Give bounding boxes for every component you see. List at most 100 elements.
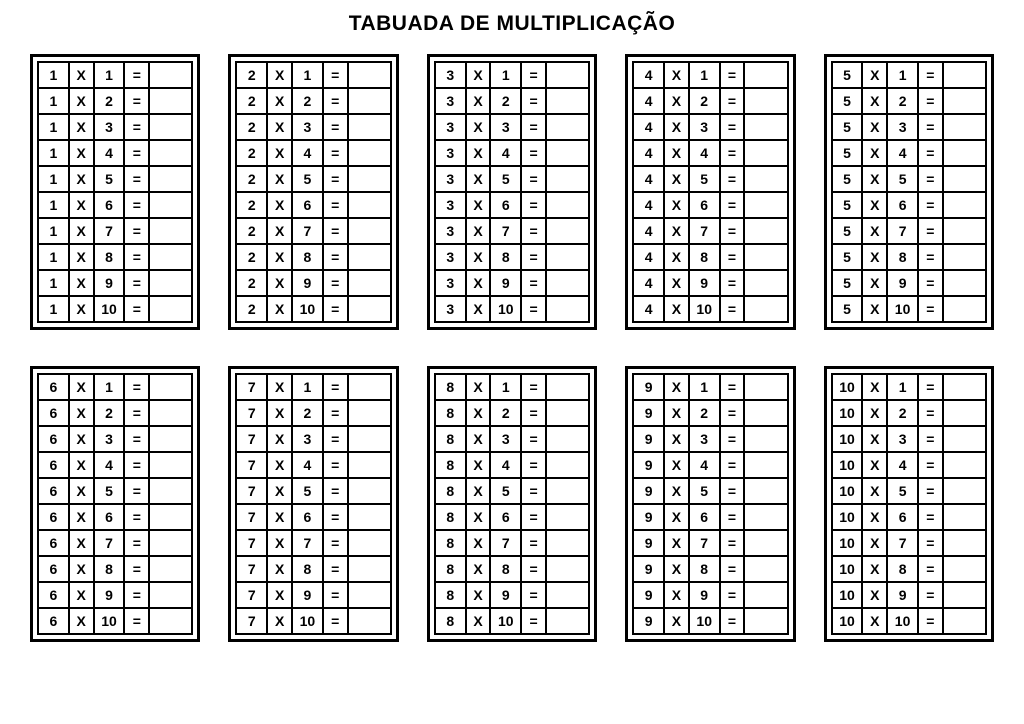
answer-cell xyxy=(348,244,391,270)
equals-cell: = xyxy=(521,244,546,270)
multiplier-cell: 8 xyxy=(689,244,720,270)
multiplier-cell: 1 xyxy=(887,374,918,400)
equals-cell: = xyxy=(720,582,745,608)
multiplier-cell: 9 xyxy=(292,582,323,608)
equals-cell: = xyxy=(918,114,943,140)
multiplier-cell: 6 xyxy=(94,192,125,218)
multiplier-cell: 4 xyxy=(490,452,521,478)
multiplier-cell: 6 xyxy=(689,504,720,530)
multiplication-table-inner: 1X1=1X2=1X3=1X4=1X5=1X6=1X7=1X8=1X9=1X10… xyxy=(37,61,193,323)
operator-cell: X xyxy=(267,504,292,530)
operator-cell: X xyxy=(664,374,689,400)
multiplicand-cell: 7 xyxy=(236,426,267,452)
answer-cell xyxy=(348,452,391,478)
table-row: 3X8= xyxy=(435,244,589,270)
operator-cell: X xyxy=(664,582,689,608)
operator-cell: X xyxy=(664,400,689,426)
operator-cell: X xyxy=(69,478,94,504)
answer-cell xyxy=(943,374,986,400)
table-row: 7X7= xyxy=(236,530,390,556)
multiplicand-cell: 6 xyxy=(38,374,69,400)
table-row: 4X9= xyxy=(633,270,787,296)
operator-cell: X xyxy=(69,270,94,296)
operator-cell: X xyxy=(267,270,292,296)
answer-cell xyxy=(348,166,391,192)
multiplicand-cell: 5 xyxy=(832,270,863,296)
multiplier-cell: 5 xyxy=(292,478,323,504)
multiplicand-cell: 10 xyxy=(832,452,863,478)
answer-cell xyxy=(546,114,589,140)
multiplier-cell: 3 xyxy=(689,426,720,452)
answer-cell xyxy=(943,270,986,296)
operator-cell: X xyxy=(267,556,292,582)
multiplier-cell: 3 xyxy=(94,114,125,140)
table-row: 9X10= xyxy=(633,608,787,634)
table-row: 6X6= xyxy=(38,504,192,530)
multiplier-cell: 9 xyxy=(689,270,720,296)
equals-cell: = xyxy=(124,140,149,166)
equals-cell: = xyxy=(720,114,745,140)
answer-cell xyxy=(943,556,986,582)
operator-cell: X xyxy=(69,504,94,530)
multiplicand-cell: 6 xyxy=(38,504,69,530)
multiplicand-cell: 8 xyxy=(435,530,466,556)
table-row: 6X7= xyxy=(38,530,192,556)
equals-cell: = xyxy=(720,166,745,192)
multiplier-cell: 3 xyxy=(887,114,918,140)
table-row: 5X1= xyxy=(832,62,986,88)
multiplier-cell: 8 xyxy=(689,556,720,582)
table-row: 3X5= xyxy=(435,166,589,192)
table-row: 10X3= xyxy=(832,426,986,452)
table-row: 4X1= xyxy=(633,62,787,88)
multiplier-cell: 5 xyxy=(689,166,720,192)
equals-cell: = xyxy=(521,452,546,478)
operator-cell: X xyxy=(862,608,887,634)
table-row: 2X6= xyxy=(236,192,390,218)
operator-cell: X xyxy=(664,504,689,530)
multiplicand-cell: 7 xyxy=(236,478,267,504)
answer-cell xyxy=(943,426,986,452)
multiplicand-cell: 2 xyxy=(236,166,267,192)
answer-cell xyxy=(149,270,192,296)
multiplier-cell: 5 xyxy=(94,166,125,192)
table-row: 3X6= xyxy=(435,192,589,218)
table-row: 8X4= xyxy=(435,452,589,478)
operator-cell: X xyxy=(664,478,689,504)
multiplier-cell: 5 xyxy=(887,478,918,504)
answer-cell xyxy=(149,192,192,218)
operator-cell: X xyxy=(862,426,887,452)
answer-cell xyxy=(943,478,986,504)
multiplier-cell: 6 xyxy=(887,192,918,218)
multiplicand-cell: 9 xyxy=(633,608,664,634)
table-row: 6X10= xyxy=(38,608,192,634)
multiplication-table-inner: 3X1=3X2=3X3=3X4=3X5=3X6=3X7=3X8=3X9=3X10… xyxy=(434,61,590,323)
equals-cell: = xyxy=(124,582,149,608)
multiplicand-cell: 8 xyxy=(435,504,466,530)
multiplier-cell: 6 xyxy=(490,192,521,218)
operator-cell: X xyxy=(466,88,491,114)
multiplicand-cell: 1 xyxy=(38,114,69,140)
multiplicand-cell: 2 xyxy=(236,114,267,140)
multiplicand-cell: 8 xyxy=(435,400,466,426)
equals-cell: = xyxy=(918,556,943,582)
multiplier-cell: 2 xyxy=(689,88,720,114)
multiplicand-cell: 9 xyxy=(633,582,664,608)
operator-cell: X xyxy=(664,608,689,634)
table-row: 6X9= xyxy=(38,582,192,608)
operator-cell: X xyxy=(69,166,94,192)
operator-cell: X xyxy=(862,478,887,504)
table-row: 4X8= xyxy=(633,244,787,270)
multiplier-cell: 2 xyxy=(94,400,125,426)
multiplier-cell: 9 xyxy=(94,582,125,608)
multiplicand-cell: 10 xyxy=(832,478,863,504)
equals-cell: = xyxy=(323,608,348,634)
multiplier-cell: 10 xyxy=(689,296,720,322)
multiplicand-cell: 2 xyxy=(236,140,267,166)
table-row: 1X9= xyxy=(38,270,192,296)
multiplier-cell: 10 xyxy=(94,296,125,322)
equals-cell: = xyxy=(720,374,745,400)
operator-cell: X xyxy=(267,62,292,88)
answer-cell xyxy=(348,400,391,426)
multiplication-table-inner: 9X1=9X2=9X3=9X4=9X5=9X6=9X7=9X8=9X9=9X10… xyxy=(632,373,788,635)
operator-cell: X xyxy=(862,62,887,88)
